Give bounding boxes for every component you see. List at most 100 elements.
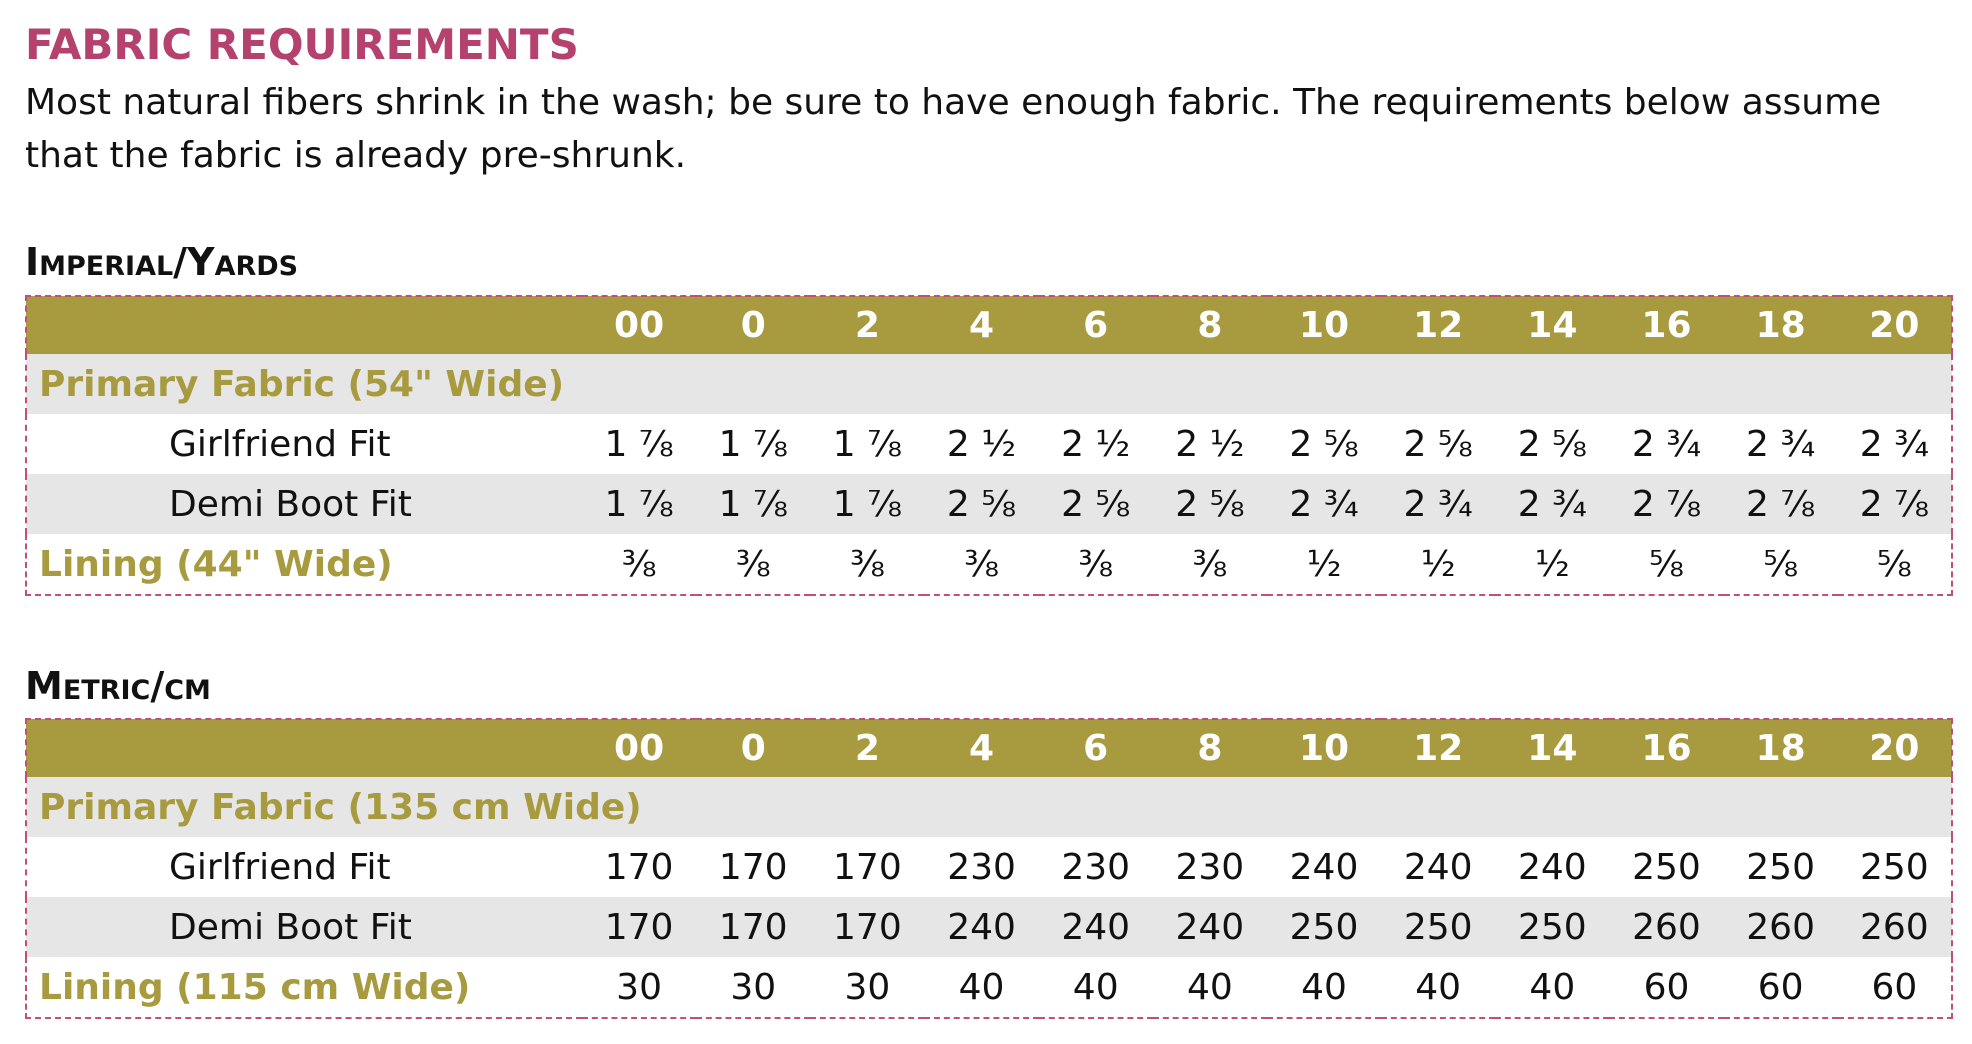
value-cell: 260 — [1837, 897, 1952, 957]
value-cell: 60 — [1643, 966, 1690, 1008]
value-cell: 2 ¾ — [1746, 423, 1816, 465]
size-header: 10 — [1266, 296, 1382, 354]
value-cell: 2 ¾ — [1381, 474, 1496, 534]
size-header: 4 — [924, 296, 1039, 354]
value-cell: 240 — [1403, 846, 1473, 888]
value-cell: ⅜ — [849, 543, 885, 585]
size-header: 20 — [1837, 296, 1952, 354]
value-cell: 230 — [1175, 846, 1245, 888]
value-cell: ⅝ — [1649, 543, 1684, 585]
row-label: Demi Boot Fit — [26, 897, 582, 957]
table-heading: Imperial/Yards — [25, 240, 299, 284]
size-header: 0 — [696, 719, 811, 777]
header-row: 00 0 2 4 6 8 10 12 14 16 18 20 — [26, 296, 1952, 354]
size-header: 2 — [810, 296, 925, 354]
value-cell: ⅜ — [1078, 543, 1114, 585]
size-header: 16 — [1609, 296, 1724, 354]
table-heading: Metric/cm — [25, 664, 211, 708]
size-header: 14 — [1495, 296, 1610, 354]
row-label: Girlfriend Fit — [169, 846, 391, 888]
value-cell: 260 — [1609, 897, 1724, 957]
value-cell: 2 ½ — [1061, 423, 1131, 465]
size-header: 12 — [1381, 719, 1496, 777]
value-cell: 2 ½ — [1175, 423, 1245, 465]
value-cell: 2 ⅝ — [1403, 423, 1473, 465]
lining-row: Lining (44" Wide) ⅜ ⅜ ⅜ ⅜ ⅜ ⅜ ½ ½ ½ ⅝ ⅝ ⅝ — [26, 534, 1952, 595]
size-header: 8 — [1152, 296, 1267, 354]
value-cell: ⅜ — [964, 543, 999, 585]
size-header: 14 — [1495, 719, 1610, 777]
section-label: Primary Fabric (135 cm Wide) — [26, 777, 1952, 837]
value-cell: 2 ⅝ — [1517, 423, 1587, 465]
value-cell: 1 ⅞ — [582, 474, 697, 534]
data-row: Girlfriend Fit 170 170 170 230 230 230 240 240 24… — [26, 837, 1952, 897]
value-cell: 2 ¾ — [1859, 423, 1929, 465]
data-row: Demi Boot Fit 170 170 170 240 240 240 250 250 250… — [26, 897, 1952, 957]
size-header: 18 — [1723, 296, 1838, 354]
section-row: Primary Fabric (135 cm Wide) — [26, 777, 1952, 837]
size-header: 0 — [696, 296, 811, 354]
size-header: 18 — [1723, 719, 1838, 777]
value-cell: 250 — [1860, 846, 1929, 888]
section-row: Primary Fabric (54" Wide) — [26, 354, 1952, 414]
value-cell: 40 — [1301, 966, 1347, 1008]
value-cell: 60 — [1871, 966, 1918, 1008]
value-cell: 40 — [1415, 966, 1462, 1008]
header-cell — [26, 719, 582, 777]
header-row: 00 0 2 4 6 8 10 12 14 16 18 20 — [26, 719, 1952, 777]
size-header: 8 — [1152, 719, 1267, 777]
value-cell: 2 ½ — [946, 423, 1017, 465]
table: 00 0 2 4 6 8 10 12 14 16 18 20 Primary Fabric (135 c… — [25, 718, 1953, 1019]
value-cell: 170 — [696, 897, 811, 957]
value-cell: 2 ⅞ — [1723, 474, 1838, 534]
value-cell: 1 ⅞ — [696, 474, 811, 534]
value-cell: 40 — [1186, 966, 1233, 1008]
size-header: 6 — [1038, 296, 1153, 354]
value-cell: 2 ¾ — [1631, 423, 1702, 465]
value-cell: ⅜ — [621, 543, 657, 585]
header-cell — [26, 296, 582, 354]
value-cell: 170 — [833, 846, 902, 888]
value-cell: ⅝ — [1876, 543, 1912, 585]
value-cell: ⅝ — [1763, 543, 1799, 585]
value-cell: 240 — [1289, 846, 1359, 888]
size-header: 16 — [1609, 719, 1724, 777]
value-cell: 2 ¾ — [1495, 474, 1610, 534]
value-cell: 260 — [1723, 897, 1838, 957]
value-cell: 40 — [958, 966, 1005, 1008]
section-label: Lining (44" Wide) — [39, 543, 393, 585]
value-cell: 2 ⅝ — [1038, 474, 1153, 534]
value-cell: 250 — [1632, 846, 1701, 888]
value-cell: 170 — [604, 846, 674, 888]
size-header: 00 — [582, 719, 697, 777]
value-cell: 2 ⅞ — [1609, 474, 1724, 534]
size-header: 20 — [1837, 719, 1952, 777]
value-cell: 230 — [1061, 846, 1131, 888]
intro: Most natural fibers shrink in the wash; … — [25, 82, 1882, 176]
value-cell: 2 ⅞ — [1837, 474, 1952, 534]
value-cell: 2 ¾ — [1266, 474, 1382, 534]
section-label: Lining (115 cm Wide) — [39, 966, 471, 1008]
title: FABRIC REQUIREMENTS — [25, 20, 579, 69]
value-cell: 40 — [1529, 966, 1576, 1008]
section-label: Primary Fabric (54" Wide) — [26, 354, 1952, 414]
value-cell: 30 — [616, 966, 662, 1008]
table: 00 0 2 4 6 8 10 12 14 16 18 20 Primary Fabric (54" W… — [25, 295, 1953, 596]
value-cell: 250 — [1746, 846, 1815, 888]
value-cell: 1 ⅞ — [810, 474, 925, 534]
value-cell: 250 — [1381, 897, 1496, 957]
value-cell: ⅜ — [735, 543, 771, 585]
value-cell: 240 — [1152, 897, 1267, 957]
value-cell: 170 — [810, 897, 925, 957]
value-cell: 1 ⅞ — [604, 423, 674, 465]
value-cell: 1 ⅞ — [832, 423, 903, 465]
value-cell: 240 — [1038, 897, 1153, 957]
value-cell: 30 — [844, 966, 891, 1008]
size-header: 10 — [1266, 719, 1382, 777]
value-cell: 250 — [1266, 897, 1382, 957]
size-header: 00 — [582, 296, 697, 354]
value-cell: 170 — [718, 846, 788, 888]
value-cell: 40 — [1072, 966, 1119, 1008]
